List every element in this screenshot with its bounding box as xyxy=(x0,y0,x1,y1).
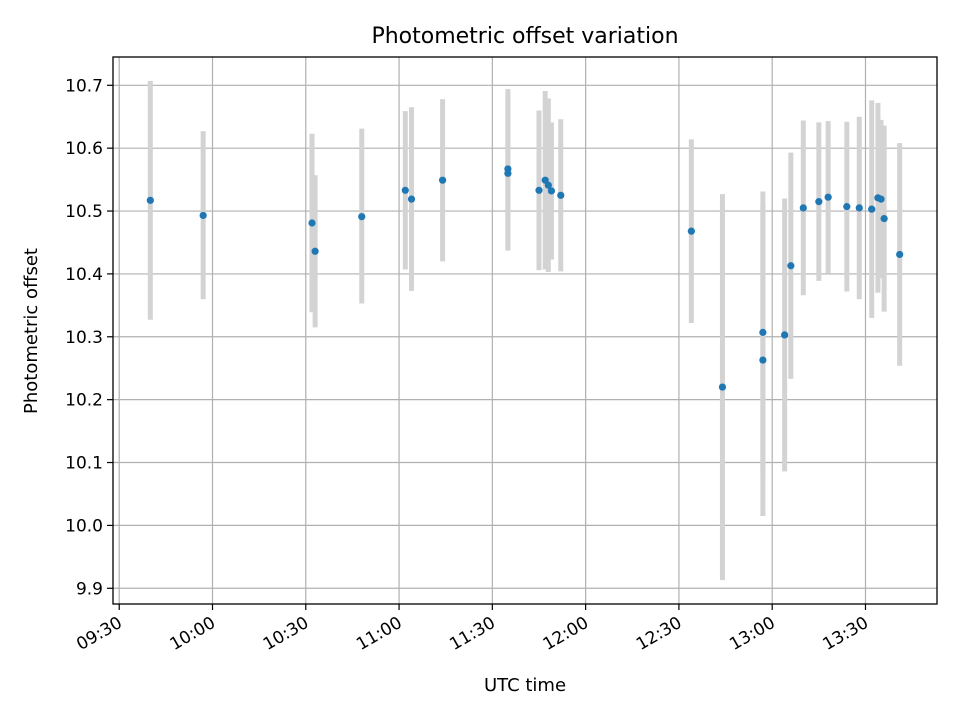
data-point xyxy=(547,187,556,195)
y-tick-label: 10.1 xyxy=(65,454,103,474)
data-point xyxy=(311,247,319,255)
data-points xyxy=(146,165,904,391)
y-tick-label: 10.7 xyxy=(65,76,103,96)
data-point xyxy=(535,186,543,194)
data-point xyxy=(799,204,807,212)
data-point xyxy=(759,328,767,336)
data-point xyxy=(358,213,366,221)
chart-title: Photometric offset variation xyxy=(371,24,678,49)
y-tick-label: 10.2 xyxy=(65,391,103,411)
data-point xyxy=(199,211,207,220)
data-point xyxy=(401,186,409,194)
data-point xyxy=(544,181,552,189)
data-point xyxy=(843,203,851,211)
data-point xyxy=(687,227,695,235)
data-point xyxy=(781,331,789,339)
data-point xyxy=(718,383,727,391)
data-point xyxy=(759,356,767,364)
y-tick-label: 10.4 xyxy=(65,265,103,285)
data-point xyxy=(557,191,565,199)
y-tick-label: 10.0 xyxy=(65,516,103,536)
data-point xyxy=(787,262,795,270)
data-point xyxy=(824,193,832,201)
data-point xyxy=(880,214,888,223)
grid xyxy=(113,57,937,604)
y-axis-label: Photometric offset xyxy=(21,248,42,414)
y-tick-label: 10.5 xyxy=(65,202,103,222)
data-point xyxy=(308,219,316,227)
data-point xyxy=(896,250,904,259)
y-axis-ticks: 9.9 10.0 10.1 10.2 10.3 10.4 10.5 10.6 10.7 xyxy=(65,76,113,599)
data-point xyxy=(868,205,876,213)
y-tick-label: 10.3 xyxy=(65,328,103,348)
x-axis-label: UTC time xyxy=(484,675,566,696)
data-point xyxy=(439,176,447,184)
data-point xyxy=(146,196,154,204)
data-point xyxy=(504,169,512,177)
plot-frame xyxy=(112,56,938,605)
data-point xyxy=(877,195,885,203)
data-point xyxy=(815,198,823,206)
data-point xyxy=(855,204,863,212)
y-tick-label: 9.9 xyxy=(76,579,103,599)
y-tick-label: 10.6 xyxy=(65,139,103,159)
data-point xyxy=(407,195,416,203)
